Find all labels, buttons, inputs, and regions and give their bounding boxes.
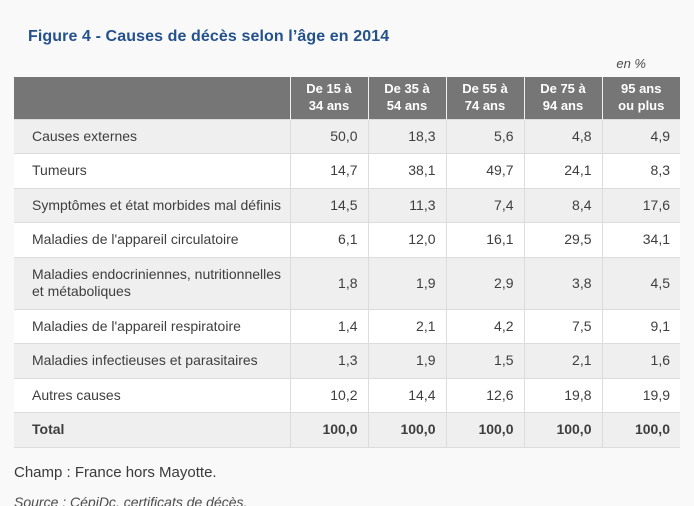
champ-note: Champ : France hors Mayotte. xyxy=(14,463,217,481)
value-cell: 2,1 xyxy=(523,343,602,379)
table-row: Causes externes 50,0 18,3 5,6 4,8 4,9 xyxy=(14,118,680,154)
value-cell: 19,8 xyxy=(523,377,602,413)
column-header-age-group: 95 ans ou plus xyxy=(601,77,680,120)
value-cell: 12,0 xyxy=(367,222,446,258)
value-cell: 100,0 xyxy=(367,412,446,448)
table-row: Maladies de l'appareil respiratoire 1,4 2,… xyxy=(14,308,680,344)
value-cell: 49,7 xyxy=(445,153,524,189)
value-cell: 16,1 xyxy=(445,222,524,258)
value-cell: 6,1 xyxy=(289,222,368,258)
value-cell: 50,0 xyxy=(289,118,368,154)
table-body: Causes externes 50,0 18,3 5,6 4,8 4,9 Tumeurs 1… xyxy=(14,118,680,448)
value-cell: 2,1 xyxy=(367,308,446,344)
value-cell: 7,5 xyxy=(523,308,602,344)
value-cell: 10,2 xyxy=(289,377,368,413)
value-cell: 100,0 xyxy=(445,412,524,448)
row-label-cell: Maladies de l'appareil respiratoire xyxy=(14,308,290,344)
column-header-age-group: De 55 à 74 ans xyxy=(445,77,524,120)
value-cell: 8,4 xyxy=(523,187,602,223)
value-cell: 19,9 xyxy=(601,377,680,413)
value-cell: 4,5 xyxy=(601,256,680,310)
value-cell: 14,4 xyxy=(367,377,446,413)
column-header-age-group: De 35 à 54 ans xyxy=(367,77,446,120)
source-note: Source : CépiDc, certificats de décès. xyxy=(14,493,248,506)
row-label-cell: Autres causes xyxy=(14,377,290,413)
value-cell: 1,8 xyxy=(289,256,368,310)
figure-title: Figure 4 - Causes de décès selon l’âge e… xyxy=(28,28,390,45)
header-row: De 15 à 34 ans De 35 à 54 ans De 55 à 74 a… xyxy=(14,77,680,120)
unit-note: en % xyxy=(616,56,646,71)
value-cell: 1,4 xyxy=(289,308,368,344)
figure-container: Figure 4 - Causes de décès selon l’âge e… xyxy=(0,28,694,506)
table-row: Autres causes 10,2 14,4 12,6 19,8 19,9 xyxy=(14,377,680,413)
row-label-cell: Maladies de l'appareil circulatoire xyxy=(14,222,290,258)
value-cell: 11,3 xyxy=(367,187,446,223)
value-cell: 4,9 xyxy=(601,118,680,154)
value-cell: 100,0 xyxy=(289,412,368,448)
value-cell: 4,2 xyxy=(445,308,524,344)
value-cell: 14,5 xyxy=(289,187,368,223)
table-row: Maladies infectieuses et parasitaires 1,3… xyxy=(14,343,680,379)
value-cell: 9,1 xyxy=(601,308,680,344)
value-cell: 34,1 xyxy=(601,222,680,258)
table-row: Maladies endocriniennes, nutritionnelles… xyxy=(14,256,680,310)
value-cell: 1,6 xyxy=(601,343,680,379)
row-label-cell: Causes externes xyxy=(14,118,290,154)
corner-header-cell xyxy=(14,77,290,120)
causes-of-death-table: De 15 à 34 ans De 35 à 54 ans De 55 à 74 a… xyxy=(14,77,680,448)
value-cell: 1,3 xyxy=(289,343,368,379)
value-cell: 1,9 xyxy=(367,256,446,310)
table-header: De 15 à 34 ans De 35 à 54 ans De 55 à 74 a… xyxy=(14,77,680,120)
row-label-cell: Tumeurs xyxy=(14,153,290,189)
value-cell: 17,6 xyxy=(601,187,680,223)
row-label-cell: Maladies endocriniennes, nutritionnelles… xyxy=(14,256,290,310)
value-cell: 3,8 xyxy=(523,256,602,310)
value-cell: 5,6 xyxy=(445,118,524,154)
total-row: Total 100,0 100,0 100,0 100,0 100,0 xyxy=(14,412,680,448)
value-cell: 7,4 xyxy=(445,187,524,223)
value-cell: 24,1 xyxy=(523,153,602,189)
value-cell: 100,0 xyxy=(601,412,680,448)
value-cell: 100,0 xyxy=(523,412,602,448)
table-row: Tumeurs 14,7 38,1 49,7 24,1 8,3 xyxy=(14,153,680,189)
value-cell: 1,5 xyxy=(445,343,524,379)
value-cell: 8,3 xyxy=(601,153,680,189)
column-header-age-group: De 75 à 94 ans xyxy=(523,77,602,120)
value-cell: 12,6 xyxy=(445,377,524,413)
value-cell: 18,3 xyxy=(367,118,446,154)
value-cell: 1,9 xyxy=(367,343,446,379)
value-cell: 2,9 xyxy=(445,256,524,310)
row-label-cell: Maladies infectieuses et parasitaires xyxy=(14,343,290,379)
value-cell: 4,8 xyxy=(523,118,602,154)
row-label-cell: Symptômes et état morbides mal définis xyxy=(14,187,290,223)
value-cell: 38,1 xyxy=(367,153,446,189)
value-cell: 29,5 xyxy=(523,222,602,258)
row-label-cell: Total xyxy=(14,412,290,448)
table-row: Maladies de l'appareil circulatoire 6,1 12… xyxy=(14,222,680,258)
value-cell: 14,7 xyxy=(289,153,368,189)
column-header-age-group: De 15 à 34 ans xyxy=(289,77,368,120)
table-row: Symptômes et état morbides mal définis 14… xyxy=(14,187,680,223)
